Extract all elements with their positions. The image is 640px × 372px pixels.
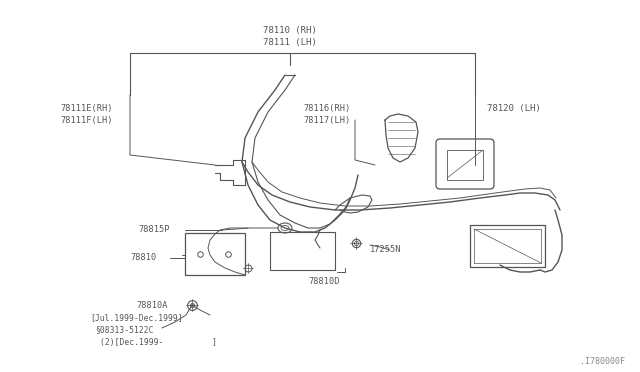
Text: 78111F(LH): 78111F(LH) <box>60 115 113 125</box>
Text: (2)[Dec.1999-          ]: (2)[Dec.1999- ] <box>100 337 217 346</box>
Text: 78810A: 78810A <box>136 301 168 311</box>
Text: 78815P: 78815P <box>138 225 170 234</box>
Text: 78810D: 78810D <box>308 278 339 286</box>
Text: [Jul.1999-Dec.1999]: [Jul.1999-Dec.1999] <box>90 314 182 323</box>
Text: 78117(LH): 78117(LH) <box>303 115 350 125</box>
Text: 17255N: 17255N <box>370 246 401 254</box>
Text: 78110 (RH): 78110 (RH) <box>263 26 317 35</box>
Bar <box>447 150 483 180</box>
Bar <box>185 233 245 275</box>
Text: .I780000F: .I780000F <box>580 357 625 366</box>
Text: 78116(RH): 78116(RH) <box>303 103 350 112</box>
Text: 78810: 78810 <box>130 253 156 262</box>
Text: 78111E(RH): 78111E(RH) <box>60 103 113 112</box>
Bar <box>270 232 335 270</box>
Text: 78111 (LH): 78111 (LH) <box>263 38 317 46</box>
Text: §08313-5122C: §08313-5122C <box>95 326 154 334</box>
Text: 78120 (LH): 78120 (LH) <box>487 103 541 112</box>
